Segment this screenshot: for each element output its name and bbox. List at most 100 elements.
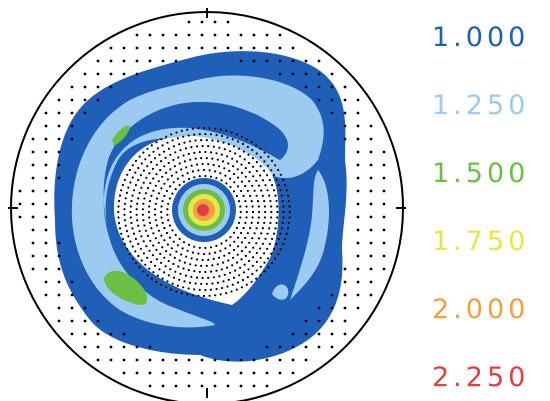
sampling-dot: [174, 233, 177, 236]
sampling-dot: [204, 246, 207, 250]
sampling-dot: [261, 242, 265, 245]
sampling-dot: [263, 221, 266, 224]
sampling-dot: [109, 85, 113, 89]
sampling-dot: [253, 232, 256, 235]
sampling-dot: [208, 169, 211, 172]
sampling-dot: [148, 200, 152, 203]
sampling-dot: [190, 146, 193, 149]
sampling-dot: [278, 72, 282, 76]
sampling-dot: [117, 205, 120, 208]
sampling-dot: [186, 249, 189, 252]
sampling-dot: [198, 175, 201, 178]
sampling-dot: [181, 247, 184, 250]
sampling-dot: [263, 205, 266, 208]
sampling-dot: [117, 210, 120, 214]
sampling-dot: [266, 232, 269, 235]
sampling-dot: [142, 169, 145, 172]
sampling-dot: [156, 147, 159, 150]
sampling-dot: [167, 161, 170, 165]
sampling-dot: [382, 150, 386, 154]
sampling-dot: [233, 240, 236, 243]
sampling-dot: [57, 280, 61, 284]
sampling-dot: [125, 191, 128, 194]
sampling-dot: [382, 267, 386, 271]
sampling-dot: [356, 306, 360, 310]
sampling-dot: [96, 85, 100, 89]
sampling-dot: [202, 252, 206, 256]
sampling-dot: [304, 59, 308, 63]
sampling-dot: [259, 174, 262, 177]
sampling-dot: [187, 243, 191, 246]
sampling-dot: [173, 165, 176, 168]
sampling-dot: [227, 162, 230, 165]
sampling-dot: [197, 127, 200, 130]
sampling-dot: [157, 241, 160, 244]
sampling-dot: [172, 240, 175, 243]
sampling-dot: [282, 216, 285, 219]
sampling-dot: [288, 210, 291, 214]
sampling-dot: [134, 237, 137, 240]
sampling-dot: [120, 232, 123, 235]
sampling-dot: [236, 281, 240, 284]
sampling-dot: [275, 199, 278, 203]
sampling-dot: [171, 139, 174, 142]
sampling-dot: [156, 274, 159, 277]
sampling-dot: [155, 258, 158, 261]
sampling-dot: [266, 247, 269, 250]
sampling-dot: [304, 345, 308, 349]
sampling-dot: [152, 232, 155, 235]
sampling-dot: [154, 219, 157, 222]
sampling-dot: [31, 215, 35, 219]
sampling-dot: [275, 178, 278, 181]
sampling-dot: [219, 249, 222, 252]
sampling-dot: [232, 190, 236, 193]
sampling-dot: [31, 267, 35, 271]
sampling-dot: [250, 221, 253, 224]
sampling-dot: [139, 247, 142, 250]
sampling-dot: [135, 358, 139, 362]
sampling-dot: [241, 142, 245, 146]
sampling-dot: [142, 270, 145, 273]
sampling-dot: [226, 155, 229, 158]
sampling-dot: [255, 260, 258, 263]
sampling-dot: [135, 345, 139, 349]
sampling-dot: [130, 221, 133, 225]
sampling-dot: [144, 229, 147, 232]
sampling-dot: [211, 264, 214, 267]
sampling-dot: [161, 277, 164, 280]
sampling-dot: [263, 151, 266, 154]
sampling-dot: [255, 227, 258, 230]
sampling-dot: [145, 245, 148, 248]
sampling-dot: [188, 281, 192, 284]
sampling-dot: [261, 194, 264, 197]
sampling-dot: [270, 159, 274, 162]
sampling-dot: [177, 265, 180, 268]
legend-label-1-000: 1.000: [432, 22, 530, 53]
sampling-dot: [263, 261, 266, 264]
sampling-dot: [167, 274, 170, 277]
sampling-dot: [232, 145, 236, 148]
sampling-dot: [330, 293, 334, 297]
sampling-dot: [166, 213, 169, 216]
sampling-dot: [252, 384, 256, 388]
sampling-dot: [291, 59, 295, 63]
sampling-dot: [167, 202, 170, 205]
sampling-dot: [255, 194, 258, 197]
sampling-dot: [171, 282, 174, 285]
sampling-dot: [167, 147, 170, 150]
sampling-dot: [356, 241, 360, 245]
sampling-dot: [281, 199, 284, 203]
sampling-dot: [70, 137, 74, 141]
sampling-dot: [142, 151, 145, 154]
sampling-dot: [123, 219, 126, 222]
sampling-dot: [343, 267, 347, 271]
sampling-dot: [224, 247, 227, 250]
sampling-dot: [122, 59, 126, 63]
sampling-dot: [382, 241, 386, 245]
sampling-dot: [356, 254, 360, 258]
sampling-dot: [220, 179, 223, 182]
sampling-dot: [200, 384, 204, 388]
sampling-dot: [304, 85, 308, 89]
sampling-dot: [18, 215, 22, 219]
sampling-dot: [131, 257, 134, 260]
